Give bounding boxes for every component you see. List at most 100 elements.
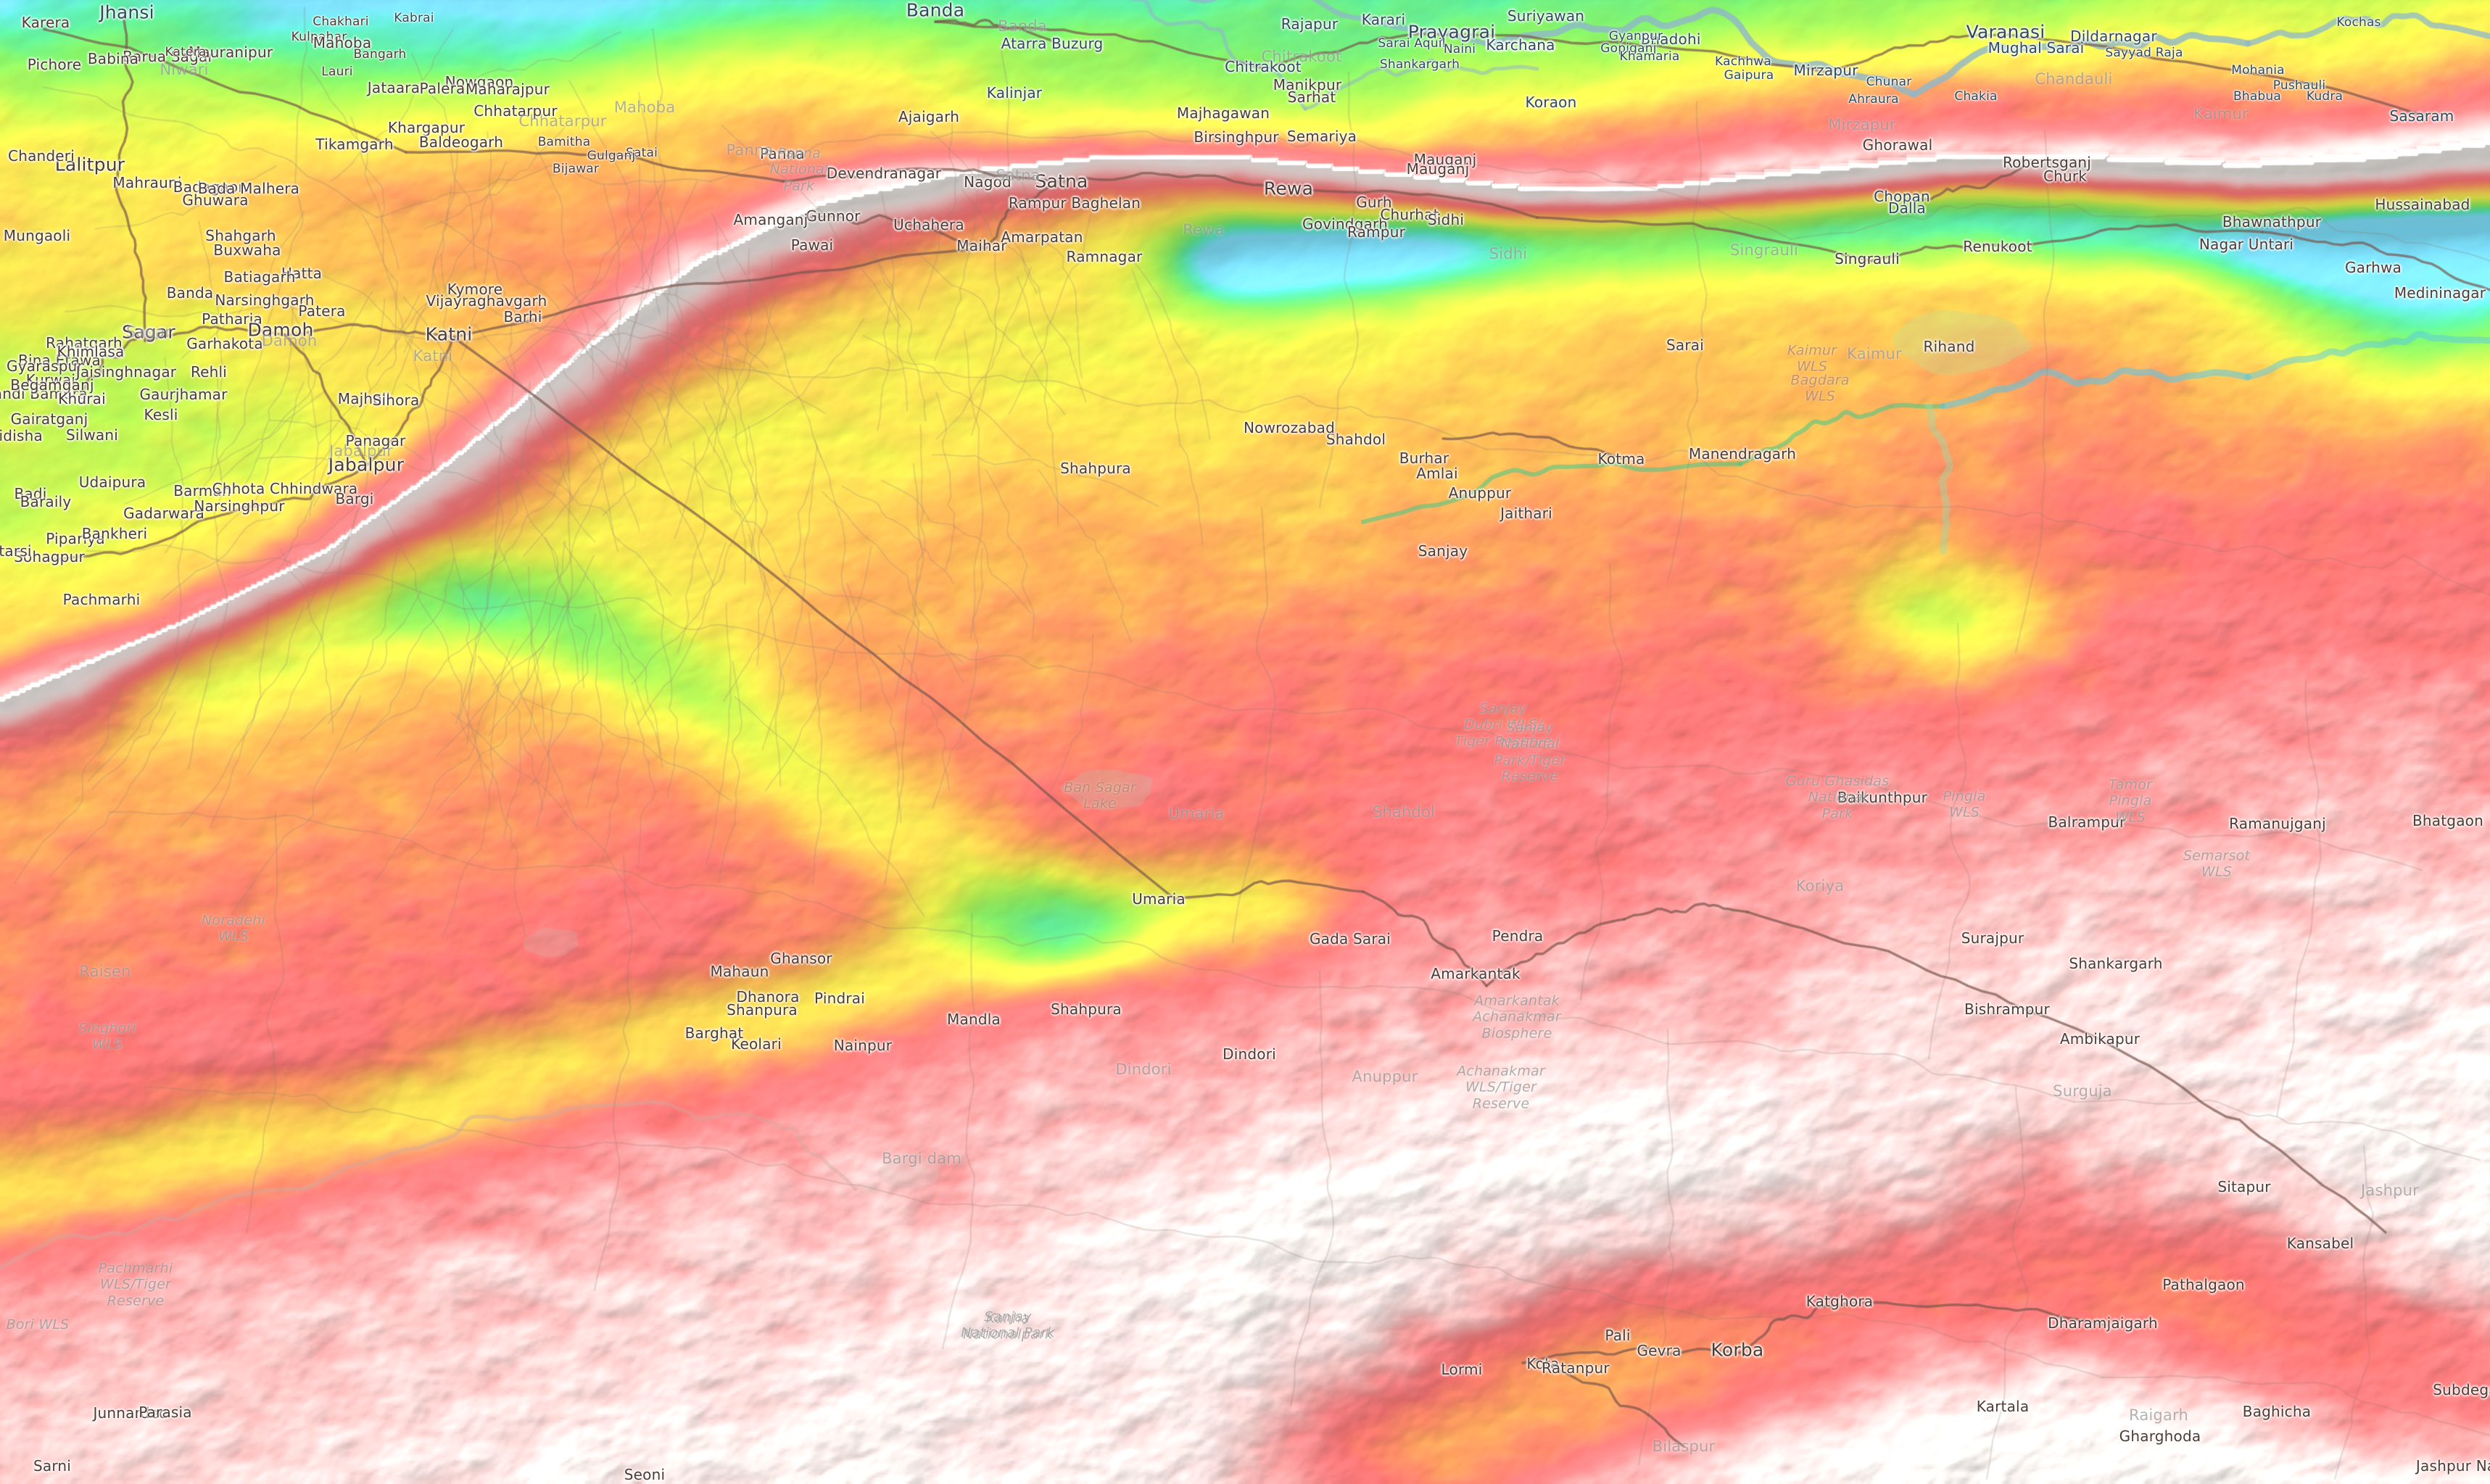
region-label: Satna (996, 167, 1041, 184)
protected-area-label: Achanakmar WLS/Tiger Reserve (1457, 1063, 1545, 1112)
region-label: Sagar (125, 323, 172, 341)
place-label: Pichore (27, 56, 82, 73)
place-label: Babina (87, 50, 139, 67)
region-label: Bargi dam (882, 1150, 961, 1167)
place-label: Patharia (202, 310, 262, 328)
place-label: Baldeogarh (418, 133, 504, 151)
place-label: Khamaria (1619, 49, 1680, 64)
place-label: Mughal Sarai (1988, 39, 2085, 57)
region-label: Banda (998, 17, 1047, 35)
place-label: Govindgarh (1302, 215, 1388, 233)
protected-area-label: Guru Ghasidas National Park (1785, 773, 1890, 822)
place-label: Ahraura (1848, 92, 1899, 107)
place-label: Kartala (1976, 1398, 2030, 1415)
place-label: Satna (1035, 170, 1088, 192)
place-label: Kansabel (2286, 1235, 2354, 1252)
place-label: Pendra (1492, 927, 1544, 945)
protected-area-label: Ban Sagar Lake (1064, 779, 1136, 812)
place-label: Chhatarpur (473, 102, 558, 120)
region-label: Rewa (1183, 221, 1225, 239)
protected-area-label: Kaimur WLS (1787, 342, 1837, 375)
place-label: Burhar (1399, 449, 1449, 467)
place-label: Vidisha (0, 427, 43, 444)
place-label: Rampur (1347, 223, 1405, 241)
place-label: Bangarh (353, 47, 407, 62)
region-label: Surguja (2053, 1082, 2112, 1100)
place-label: Dildarnagar (2070, 28, 2157, 45)
place-label: Shahpura (1051, 1000, 1122, 1018)
place-label: Garhakota (186, 335, 263, 352)
place-label: Panna (759, 145, 806, 162)
place-label: Kalinjar (986, 84, 1043, 101)
place-label: Badagaon (173, 178, 248, 196)
place-label: Amlai (1416, 465, 1458, 482)
protected-area-label: Semarsot WLS (2183, 847, 2251, 880)
place-label: Lalitpur (54, 154, 125, 175)
place-label: Koraon (1525, 94, 1577, 111)
place-label: Damoh (247, 319, 314, 341)
place-label: Pindrai (814, 990, 865, 1007)
place-label: Dindori (1223, 1045, 1276, 1063)
place-label: Mirzapur (1793, 62, 1858, 79)
place-label: Bankheri (81, 525, 148, 542)
region-label: Raigarh (2128, 1406, 2189, 1424)
region-label: Chandauli (2035, 70, 2113, 88)
place-label: Bhatgaon (2412, 812, 2483, 829)
protected-area-label: Sanjay Dubri WLS/ Tiger Reserve (1454, 700, 1552, 750)
place-label: Kochas (2336, 15, 2381, 30)
place-label: Gyanpur (1608, 29, 1663, 43)
place-label: Kymore (447, 281, 503, 298)
place-label: Gaurjhamar (139, 386, 228, 403)
place-label: Dharamjaigarh (2048, 1314, 2158, 1332)
place-label: Pushauli (2272, 78, 2326, 93)
place-label: Silwani (65, 426, 119, 444)
place-label: Rewa (1263, 178, 1314, 199)
place-label: Katera (165, 45, 207, 59)
region-label: Anuppur (1352, 1068, 1418, 1085)
place-label: Nowgaon (444, 73, 514, 91)
place-label: Bhawnathpur (2222, 213, 2322, 231)
place-label: Chopan (1874, 188, 1930, 205)
place-label: Hatta (281, 265, 323, 282)
place-label: Baraily (20, 493, 72, 510)
place-label: Tikamgarh (315, 136, 394, 153)
protected-area-label: Tamor Pingla WLS (2108, 776, 2153, 826)
place-label: Shahpura (1060, 460, 1131, 477)
place-label: Manikpur (1273, 76, 1342, 94)
place-label: Sarai Aquil (1378, 36, 1446, 51)
place-label: Narsinghpur (194, 497, 285, 515)
place-label: Sitapur (2217, 1178, 2271, 1195)
place-label: Churhat (1380, 206, 1439, 223)
place-label: Bijawar (552, 162, 600, 176)
place-label: Ambikapur (2059, 1030, 2141, 1048)
place-label: Ratanpur (1542, 1359, 1610, 1377)
protected-area-label: Sanjay National Park/Tiger Reserve (1494, 720, 1566, 785)
place-label: Gharghoda (2119, 1427, 2201, 1445)
place-label: Singrauli (1835, 250, 1900, 268)
place-label: Sarai (1666, 336, 1704, 354)
place-label: Mahrauni (112, 174, 182, 191)
protected-area-label: Pingla WLS (1943, 788, 1986, 821)
place-label: Sidhi (1427, 211, 1465, 228)
region-label: Bilaspur (1652, 1438, 1716, 1455)
place-label: Banda (906, 0, 965, 21)
protected-area-label: Kanha Nationalpark (962, 1310, 1054, 1343)
place-label: Semariya (1286, 128, 1357, 145)
place-label: Panagar (345, 432, 406, 449)
place-label: Katni (425, 323, 473, 345)
place-label: Buxwaha (213, 241, 281, 259)
place-label: Udaipura (78, 473, 146, 491)
place-label: Jabalpur (328, 454, 405, 476)
protected-area-label: Bagdara WLS (1790, 372, 1850, 405)
place-label: Jataara (367, 79, 421, 96)
place-label: Satai (625, 146, 658, 160)
place-label: Mauganj (1406, 160, 1470, 178)
place-label: Itarsi (0, 542, 32, 560)
place-label: Junnardeo (93, 1404, 168, 1422)
place-label: Barua Sagar (123, 48, 214, 65)
place-label: Barman (173, 482, 231, 499)
place-label: Bamitha (537, 135, 591, 149)
place-label: Medininagar (2394, 284, 2486, 302)
place-label: Patera (298, 302, 346, 320)
